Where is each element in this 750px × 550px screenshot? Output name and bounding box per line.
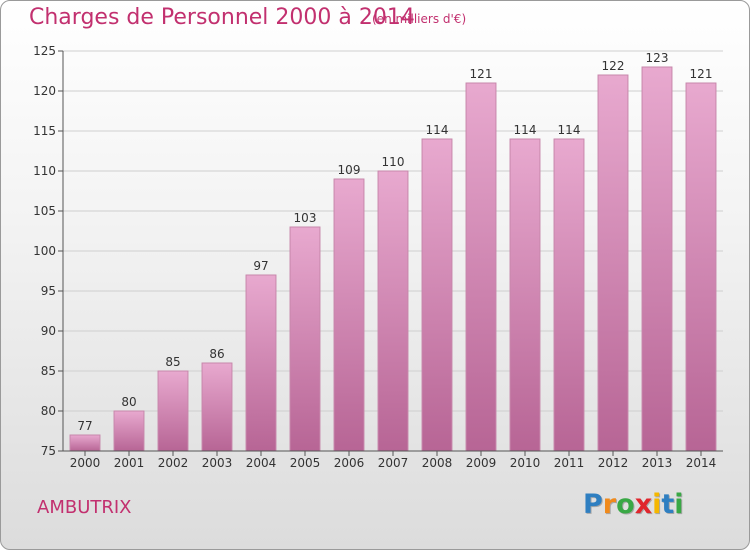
y-tick-label: 110 xyxy=(33,164,56,178)
bar-value-label: 80 xyxy=(121,395,136,409)
bar-value-label: 109 xyxy=(338,163,361,177)
x-tick-label: 2008 xyxy=(422,456,453,470)
bar xyxy=(69,434,101,452)
bar-value-label: 123 xyxy=(646,51,669,65)
y-tick-label: 85 xyxy=(41,364,56,378)
bar xyxy=(201,362,233,452)
bar-value-label: 114 xyxy=(426,123,449,137)
bar xyxy=(465,82,497,452)
bar-value-label: 103 xyxy=(294,211,317,225)
bar-value-label: 121 xyxy=(470,67,493,81)
bar-value-label: 114 xyxy=(558,123,581,137)
x-tick-label: 2014 xyxy=(686,456,717,470)
logo-letter: t xyxy=(661,489,675,520)
bar-value-label: 97 xyxy=(253,259,268,273)
y-tick-label: 100 xyxy=(33,244,56,258)
bar xyxy=(421,138,453,452)
y-tick-label: 105 xyxy=(33,204,56,218)
y-tick-label: 115 xyxy=(33,124,56,138)
bar xyxy=(157,370,189,452)
bar xyxy=(289,226,321,452)
x-tick-label: 2009 xyxy=(466,456,497,470)
logo-letter: i xyxy=(674,489,684,520)
x-tick-label: 2012 xyxy=(598,456,629,470)
bar-value-label: 85 xyxy=(165,355,180,369)
x-tick-label: 2007 xyxy=(378,456,409,470)
logo-letter: P xyxy=(583,489,603,520)
bar-value-label: 86 xyxy=(209,347,224,361)
x-tick-label: 2001 xyxy=(114,456,145,470)
x-tick-label: 2010 xyxy=(510,456,541,470)
bar xyxy=(553,138,585,452)
bar-value-label: 122 xyxy=(602,59,625,73)
bar-value-label: 110 xyxy=(382,155,405,169)
logo-letter: x xyxy=(634,489,653,520)
bar xyxy=(685,82,717,452)
bar xyxy=(641,66,673,452)
x-tick-label: 2002 xyxy=(158,456,189,470)
y-tick-label: 95 xyxy=(41,284,56,298)
bar-value-label: 114 xyxy=(514,123,537,137)
x-tick-label: 2005 xyxy=(290,456,321,470)
y-tick-label: 120 xyxy=(33,84,56,98)
logo-letter: o xyxy=(616,489,635,520)
x-tick-label: 2013 xyxy=(642,456,673,470)
y-tick-label: 75 xyxy=(41,444,56,458)
proxiti-logo: Proxiti xyxy=(583,489,684,520)
x-tick-label: 2004 xyxy=(246,456,277,470)
bar xyxy=(333,178,365,452)
bar xyxy=(597,74,629,452)
commune-name: AMBUTRIX xyxy=(37,497,132,518)
y-tick-label: 90 xyxy=(41,324,56,338)
bar xyxy=(509,138,541,452)
x-tick-label: 2006 xyxy=(334,456,365,470)
x-tick-label: 2003 xyxy=(202,456,233,470)
logo-letter: i xyxy=(652,489,662,520)
x-tick-label: 2011 xyxy=(554,456,585,470)
x-tick-label: 2000 xyxy=(70,456,101,470)
bar xyxy=(377,170,409,452)
bar xyxy=(245,274,277,452)
bar-value-label: 77 xyxy=(77,419,92,433)
y-tick-label: 125 xyxy=(33,44,56,58)
bar-value-label: 121 xyxy=(690,67,713,81)
y-tick-label: 80 xyxy=(41,404,56,418)
logo-letter: r xyxy=(602,489,617,520)
chart-title: Charges de Personnel 2000 à 2014 xyxy=(29,5,415,30)
chart-subtitle: (en milliers d'€) xyxy=(372,12,467,26)
bar xyxy=(113,410,145,452)
